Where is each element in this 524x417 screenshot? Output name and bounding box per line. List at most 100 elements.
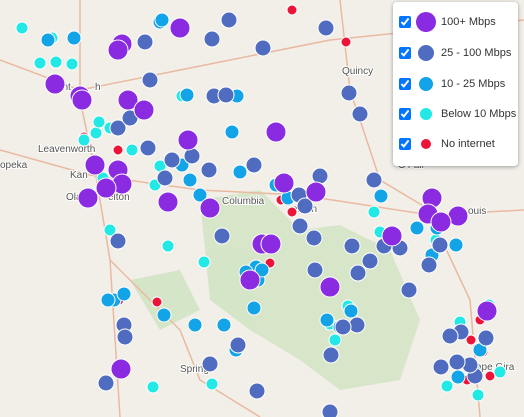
location-marker[interactable]	[431, 236, 449, 254]
location-marker[interactable]	[156, 307, 172, 323]
location-marker[interactable]	[92, 115, 106, 129]
location-marker[interactable]	[125, 143, 139, 157]
location-marker[interactable]	[216, 317, 232, 333]
location-marker[interactable]	[44, 73, 66, 95]
location-marker[interactable]	[103, 223, 117, 237]
location-marker[interactable]	[343, 303, 359, 319]
location-marker[interactable]	[224, 124, 240, 140]
legend-checkbox[interactable]	[399, 138, 411, 150]
location-marker[interactable]	[343, 237, 361, 255]
location-marker[interactable]	[317, 19, 335, 37]
location-marker[interactable]	[239, 269, 261, 291]
location-marker[interactable]	[156, 169, 174, 187]
location-marker[interactable]	[177, 129, 199, 151]
location-marker[interactable]	[146, 380, 160, 394]
location-marker[interactable]	[229, 336, 247, 354]
location-marker[interactable]	[84, 154, 106, 176]
location-marker[interactable]	[448, 353, 466, 371]
location-marker[interactable]	[448, 237, 464, 253]
location-marker[interactable]	[321, 403, 339, 417]
location-marker[interactable]	[305, 229, 323, 247]
location-marker[interactable]	[199, 197, 221, 219]
location-marker[interactable]	[49, 55, 63, 69]
location-marker[interactable]	[409, 220, 425, 236]
location-marker[interactable]	[432, 358, 450, 376]
location-marker[interactable]	[192, 187, 208, 203]
location-marker[interactable]	[95, 177, 117, 199]
location-marker[interactable]	[373, 188, 389, 204]
location-marker[interactable]	[477, 329, 495, 347]
location-marker[interactable]	[139, 139, 157, 157]
location-marker[interactable]	[182, 172, 198, 188]
location-marker[interactable]	[340, 36, 352, 48]
location-marker[interactable]	[319, 276, 341, 298]
location-marker[interactable]	[65, 57, 79, 71]
location-marker[interactable]	[109, 232, 127, 250]
location-marker[interactable]	[71, 89, 93, 111]
location-marker[interactable]	[133, 99, 155, 121]
location-marker[interactable]	[163, 151, 181, 169]
location-marker[interactable]	[420, 256, 438, 274]
location-marker[interactable]	[151, 296, 163, 308]
location-marker[interactable]	[232, 164, 248, 180]
location-marker[interactable]	[367, 205, 381, 219]
location-marker[interactable]	[97, 374, 115, 392]
location-marker[interactable]	[100, 292, 116, 308]
location-marker[interactable]	[107, 39, 129, 61]
location-marker[interactable]	[110, 358, 132, 380]
location-marker[interactable]	[200, 161, 218, 179]
location-marker[interactable]	[77, 187, 99, 209]
location-marker[interactable]	[169, 17, 191, 39]
location-marker[interactable]	[15, 21, 29, 35]
location-marker[interactable]	[465, 334, 477, 346]
location-marker[interactable]	[306, 261, 324, 279]
location-marker[interactable]	[493, 365, 507, 379]
location-marker[interactable]	[213, 227, 231, 245]
location-marker[interactable]	[157, 191, 179, 213]
location-marker[interactable]	[136, 33, 154, 51]
location-marker[interactable]	[265, 121, 287, 143]
location-marker[interactable]	[109, 119, 127, 137]
location-marker[interactable]	[450, 369, 466, 385]
location-marker[interactable]	[322, 346, 340, 364]
location-marker[interactable]	[201, 355, 219, 373]
location-marker[interactable]	[441, 327, 459, 345]
location-marker[interactable]	[328, 333, 342, 347]
location-marker[interactable]	[334, 318, 352, 336]
location-marker[interactable]	[286, 4, 298, 16]
location-marker[interactable]	[161, 239, 175, 253]
location-marker[interactable]	[116, 286, 132, 302]
location-marker[interactable]	[77, 133, 91, 147]
location-marker[interactable]	[187, 317, 203, 333]
location-marker[interactable]	[245, 156, 263, 174]
location-marker[interactable]	[471, 388, 485, 402]
location-marker[interactable]	[89, 126, 103, 140]
location-marker[interactable]	[440, 379, 454, 393]
location-marker[interactable]	[154, 12, 170, 28]
location-marker[interactable]	[40, 32, 56, 48]
location-marker[interactable]	[273, 172, 295, 194]
location-marker[interactable]	[311, 167, 329, 185]
location-marker[interactable]	[205, 377, 219, 391]
location-marker[interactable]	[476, 300, 498, 322]
location-marker[interactable]	[220, 11, 238, 29]
location-marker[interactable]	[254, 262, 270, 278]
location-marker[interactable]	[348, 316, 366, 334]
location-marker[interactable]	[197, 255, 211, 269]
location-marker[interactable]	[183, 147, 201, 165]
location-marker[interactable]	[296, 197, 314, 215]
location-marker[interactable]	[430, 211, 452, 233]
location-marker[interactable]	[260, 233, 282, 255]
location-marker[interactable]	[351, 105, 369, 123]
location-marker[interactable]	[365, 171, 383, 189]
location-marker[interactable]	[254, 39, 272, 57]
location-marker[interactable]	[484, 370, 496, 382]
legend-checkbox[interactable]	[399, 78, 411, 90]
location-marker[interactable]	[203, 30, 221, 48]
location-marker[interactable]	[291, 217, 309, 235]
location-marker[interactable]	[305, 181, 327, 203]
location-marker[interactable]	[349, 264, 367, 282]
legend-checkbox[interactable]	[399, 16, 411, 28]
location-marker[interactable]	[217, 86, 235, 104]
location-marker[interactable]	[112, 144, 124, 156]
